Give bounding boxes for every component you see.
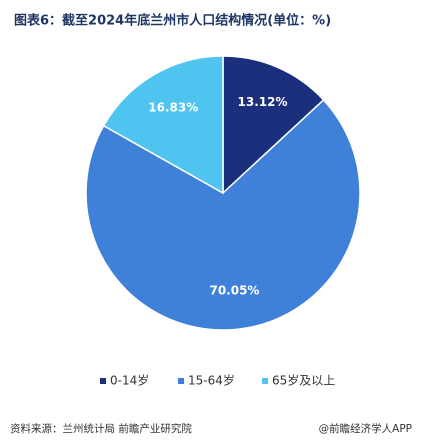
legend-marker <box>178 378 184 384</box>
pie-slice <box>85 98 361 331</box>
data-label: 70.05% <box>209 283 259 297</box>
pie-slice <box>222 55 325 195</box>
source: 资料来源：兰州统计局 前瞻产业研究院 <box>10 422 192 435</box>
legend-label: 65岁及以上 <box>272 373 335 388</box>
pie-slice <box>102 55 224 195</box>
chart-title: 图表6：截至2024年底兰州市人口结构情况(单位：%) <box>14 13 331 29</box>
legend-label: 15-64岁 <box>188 373 235 388</box>
data-label: 16.83% <box>148 100 198 114</box>
data-label: 13.12% <box>238 95 288 109</box>
brand: @前瞻经济学人APP <box>319 422 412 435</box>
legend-marker <box>100 378 106 384</box>
legend-marker <box>262 378 268 384</box>
legend-label: 0-14岁 <box>110 373 149 388</box>
